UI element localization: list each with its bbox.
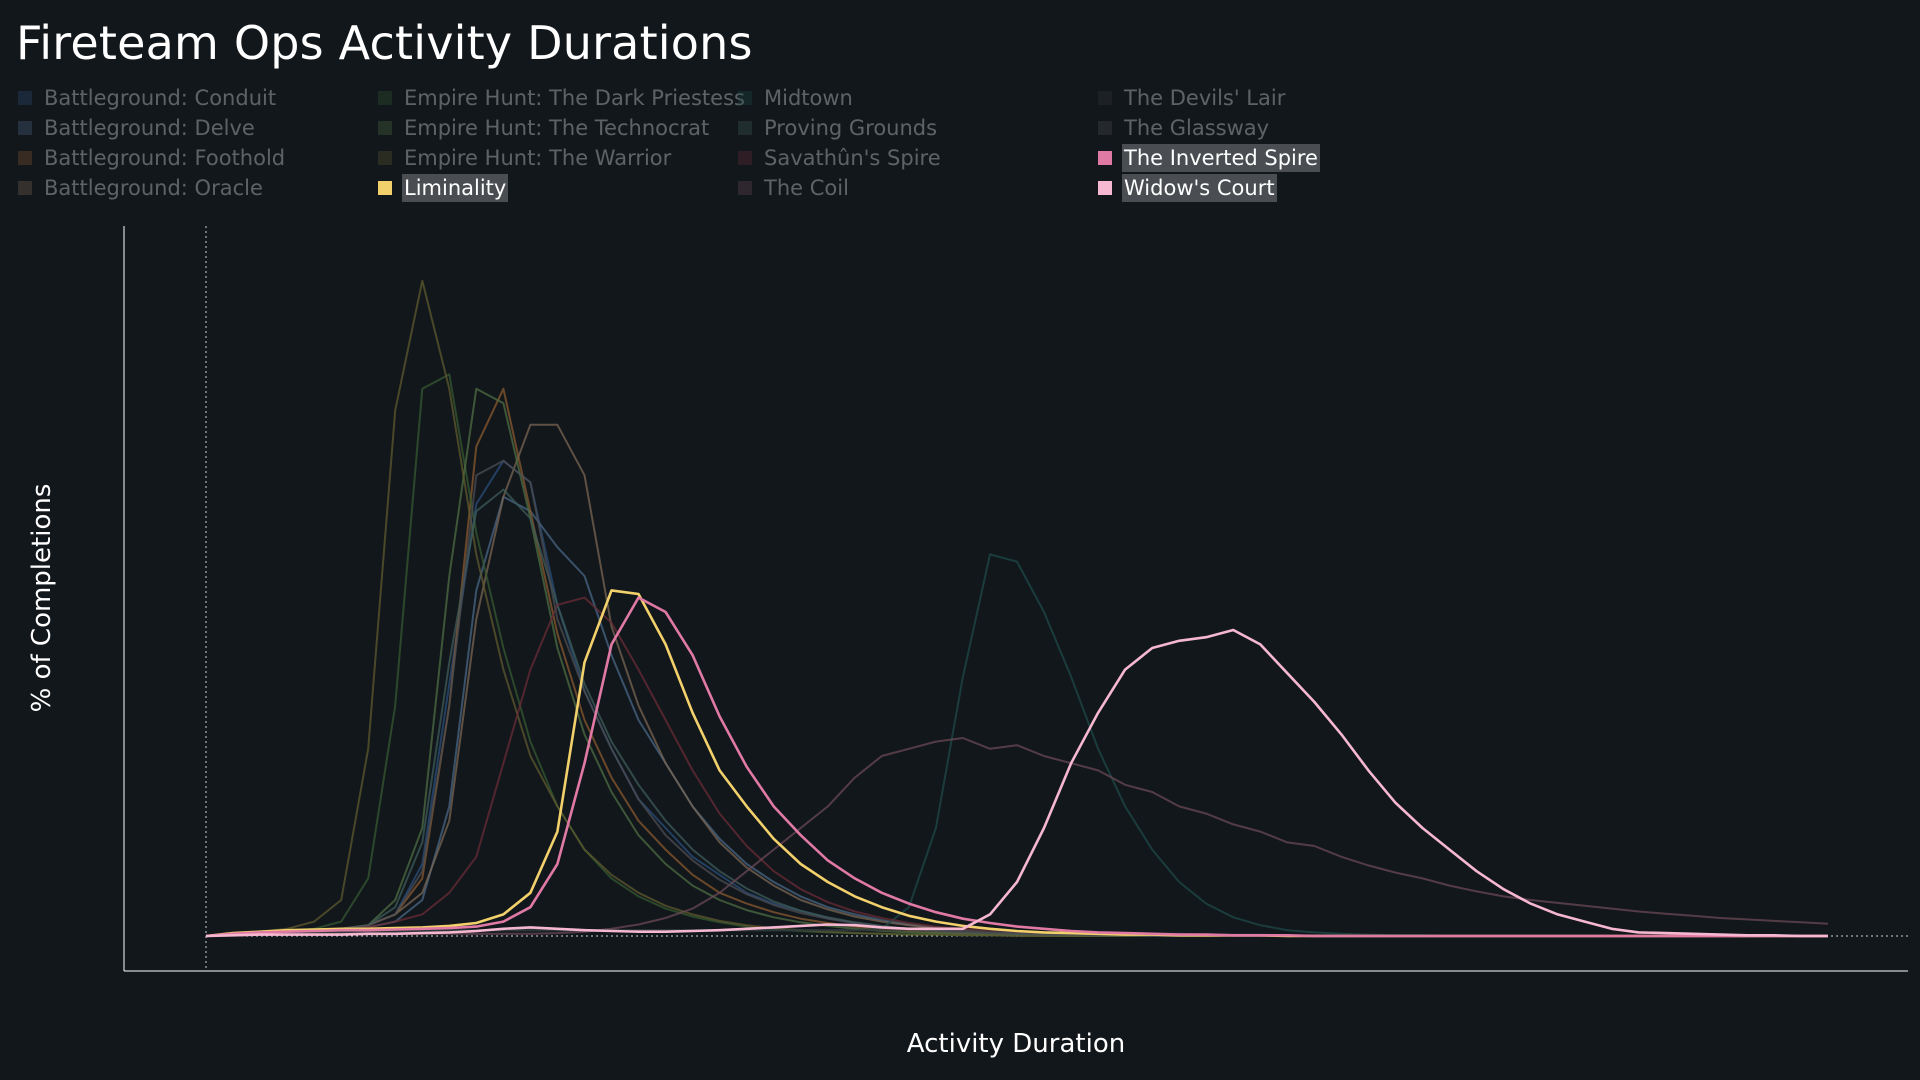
legend-swatch <box>18 121 32 135</box>
chart-title: Fireteam Ops Activity Durations <box>16 16 753 70</box>
legend-item[interactable]: Empire Hunt: The Dark Priestess <box>378 84 747 112</box>
legend-label: The Inverted Spire <box>1122 144 1320 172</box>
legend-swatch <box>1098 121 1112 135</box>
legend-item[interactable]: Empire Hunt: The Technocrat <box>378 114 711 142</box>
legend-label: Proving Grounds <box>764 116 938 140</box>
legend-item[interactable]: Widow's Court <box>1098 174 1277 202</box>
y-axis-title: % of Completions <box>27 484 57 713</box>
legend-swatch <box>378 91 392 105</box>
legend-item[interactable]: Battleground: Delve <box>18 114 257 142</box>
legend: Battleground: Conduit Battleground: Delve… <box>18 84 1338 208</box>
legend-swatch <box>378 121 392 135</box>
legend-swatch <box>378 181 392 195</box>
legend-swatch <box>18 91 32 105</box>
legend-label: Widow's Court <box>1122 174 1277 202</box>
legend-label: Battleground: Conduit <box>44 86 277 110</box>
legend-swatch <box>738 121 752 135</box>
legend-item[interactable]: Battleground: Foothold <box>18 144 287 172</box>
series-line[interactable] <box>205 589 1828 938</box>
series-group <box>205 279 1829 938</box>
legend-item[interactable]: The Devils' Lair <box>1098 84 1287 112</box>
legend-swatch <box>1098 181 1112 195</box>
legend-label: Battleground: Foothold <box>44 146 286 170</box>
legend-label: Empire Hunt: The Dark Priestess <box>404 86 745 110</box>
legend-label: Empire Hunt: The Technocrat <box>404 116 710 140</box>
legend-label: Liminality <box>402 174 509 202</box>
legend-label: The Glassway <box>1124 116 1270 140</box>
series-line[interactable] <box>205 373 1828 937</box>
legend-item[interactable]: Proving Grounds <box>738 114 939 142</box>
legend-swatch <box>738 91 752 105</box>
legend-item[interactable]: Savathûn's Spire <box>738 144 943 172</box>
legend-swatch <box>738 181 752 195</box>
legend-swatch <box>1098 91 1112 105</box>
legend-label: Savathûn's Spire <box>764 146 941 170</box>
series-line[interactable] <box>205 737 1829 937</box>
series-line[interactable] <box>205 488 1828 937</box>
legend-item[interactable]: Midtown <box>738 84 855 112</box>
x-axis-title: Activity Duration <box>907 1029 1125 1059</box>
legend-label: Midtown <box>764 86 853 110</box>
legend-swatch <box>738 151 752 165</box>
legend-label: Battleground: Oracle <box>44 176 263 200</box>
legend-item[interactable]: Battleground: Conduit <box>18 84 278 112</box>
legend-item[interactable]: The Coil <box>738 174 851 202</box>
legend-label: The Coil <box>764 176 849 200</box>
legend-swatch <box>18 181 32 195</box>
legend-item[interactable]: Battleground: Oracle <box>18 174 265 202</box>
legend-item[interactable]: The Glassway <box>1098 114 1271 142</box>
legend-swatch <box>1098 151 1112 165</box>
legend-swatch <box>378 151 392 165</box>
series-line[interactable] <box>205 596 1828 938</box>
legend-label: The Devils' Lair <box>1124 86 1286 110</box>
series-line[interactable] <box>205 596 1828 937</box>
legend-label: Empire Hunt: The Warrior <box>404 146 672 170</box>
legend-label: Battleground: Delve <box>44 116 255 140</box>
legend-item[interactable]: Liminality <box>378 174 509 202</box>
series-line[interactable] <box>205 628 1828 938</box>
legend-item[interactable]: The Inverted Spire <box>1098 144 1320 172</box>
series-line[interactable] <box>205 459 1828 937</box>
legend-item[interactable]: Empire Hunt: The Warrior <box>378 144 673 172</box>
legend-swatch <box>18 151 32 165</box>
